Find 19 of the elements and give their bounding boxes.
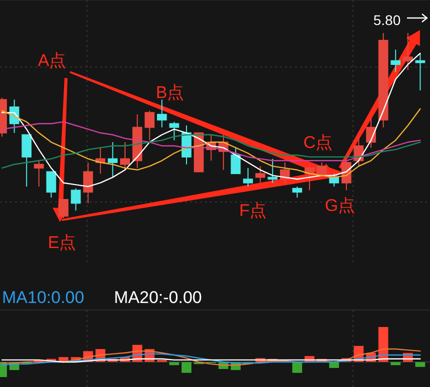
annotation: A点 [38,51,66,70]
candlestick [268,158,278,184]
text: MA20:-0.00 [114,288,202,307]
candlestick [83,162,94,204]
candlestick [108,142,118,178]
bar [292,362,302,373]
annotation: F点 [239,201,267,220]
annotation: C点 [303,133,333,152]
annotation: G点 [324,196,356,215]
text: 5.80 [373,12,401,28]
candlestick [378,32,388,128]
bar [329,362,340,368]
text: MA10:0.00 [2,288,84,307]
annotation: B点 [156,83,184,102]
candlestick [156,99,167,128]
text: E点 [48,233,76,252]
candlestick [390,49,401,72]
candlestick [402,32,413,70]
bar [182,362,192,373]
